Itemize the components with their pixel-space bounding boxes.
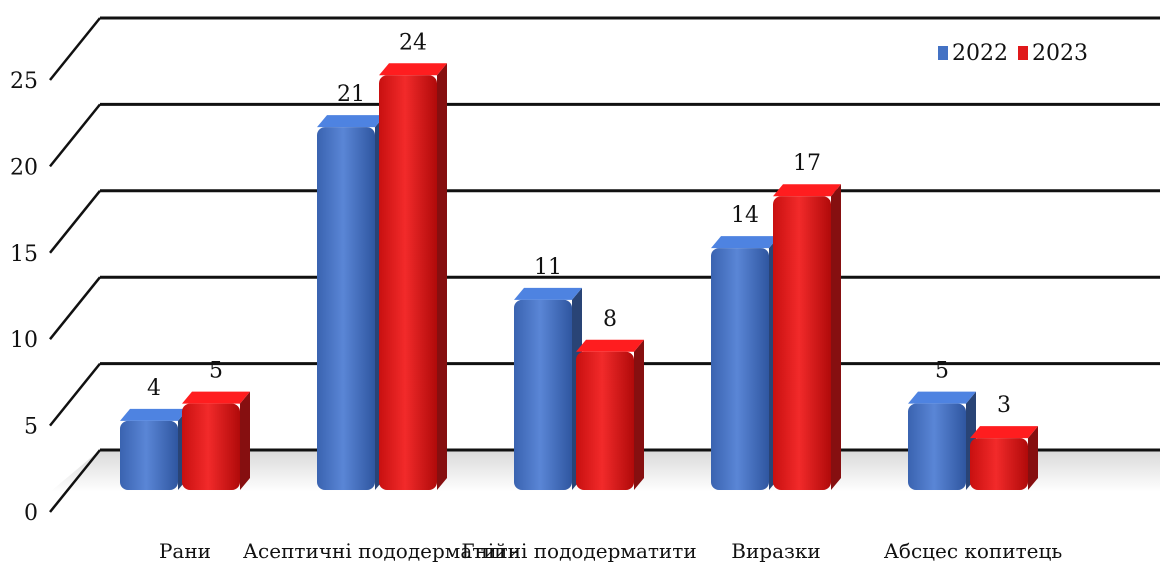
bar-front [514,299,572,490]
y-tick-label: 20 [10,155,38,180]
y-tick-label: 25 [10,69,38,94]
data-label: 5 [935,359,949,384]
category-label: Гнійні пододерматити [461,539,696,563]
data-label: 14 [731,203,759,228]
category-label: Асептичні пододерматити [243,539,521,563]
bar-top [317,115,385,128]
data-label: 5 [209,359,223,384]
data-label: 11 [534,255,562,280]
bar-front [379,75,437,490]
bar-top [120,408,188,421]
bar-side [437,63,447,490]
y-tick-label: 10 [10,328,38,353]
bar-top [711,236,779,249]
gridline-side [49,449,101,513]
bar-front [970,438,1028,490]
legend-swatch [1018,46,1028,60]
bar [182,391,250,490]
bar-front [908,403,966,490]
bar [379,63,447,490]
category-label: Рани [159,539,211,563]
legend-swatch [938,46,948,60]
data-label: 4 [147,376,161,401]
category-label: Виразки [731,539,821,563]
gridline-side [49,17,101,81]
legend-label: 2022 [952,41,1008,66]
bar [514,287,582,490]
bar-top [182,391,250,404]
bar [773,184,841,491]
data-label: 3 [997,393,1011,418]
data-label: 17 [793,151,821,176]
bar-side [831,184,841,491]
data-label: 8 [603,307,617,332]
gridline-side [49,362,101,427]
bar-side [634,339,644,490]
bar [317,115,385,491]
bar-front [711,248,769,490]
legend-item: 2022 [938,41,1008,66]
y-tick-label: 15 [10,242,38,267]
gridline-side [49,103,101,168]
bar [711,236,779,490]
bar-front [317,127,375,491]
bar-top [908,391,976,404]
y-tick-label: 0 [24,501,38,526]
bar-top [773,184,841,197]
y-tick-label: 5 [24,415,38,440]
bar-front [773,196,831,491]
bar [970,426,1038,490]
bar [908,391,976,490]
bar-top [514,287,582,300]
bar-top [379,63,447,76]
data-label: 21 [337,82,365,107]
bar-top [576,339,644,352]
category-label: Абсцес копитець [884,539,1063,563]
bar-side [240,391,250,490]
bar-front [182,403,240,490]
data-label: 24 [399,30,427,55]
bar [120,408,188,490]
bar-top [970,426,1038,439]
gridline-side [49,276,101,340]
bar-side [1028,426,1038,490]
legend-item: 2023 [1018,41,1088,66]
bar [576,339,644,490]
bar-front [120,420,178,490]
bar-front [576,351,634,490]
gridline-side [49,190,101,254]
legend-label: 2023 [1032,41,1088,66]
